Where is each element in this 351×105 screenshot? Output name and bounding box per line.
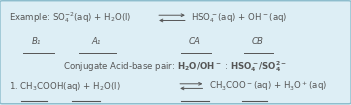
Text: $\mathsf{HSO_4^-}$(aq) + OH$^-$(aq): $\mathsf{HSO_4^-}$(aq) + OH$^-$(aq) — [191, 11, 288, 25]
Text: 1. $\mathsf{CH_3}$COOH(aq) + $\mathsf{H_2}$O(l): 1. $\mathsf{CH_3}$COOH(aq) + $\mathsf{H_… — [9, 80, 120, 93]
Text: Conjugate Acid-base pair: $\bf{H_2O/OH^-}$ : $\bf{HSO_4^-/SO_4^{2-}}$: Conjugate Acid-base pair: $\bf{H_2O/OH^-… — [64, 59, 287, 74]
Text: Example: $\mathsf{SO_4^{-2}}$(aq) + $\mathsf{H_2}$O(l): Example: $\mathsf{SO_4^{-2}}$(aq) + $\ma… — [9, 10, 131, 25]
Text: CA: CA — [189, 37, 201, 47]
Text: CB: CB — [252, 37, 264, 47]
Text: $\mathsf{CH_3COO^-}$(aq) + $\mathsf{H_3O^+}$(aq): $\mathsf{CH_3COO^-}$(aq) + $\mathsf{H_3O… — [209, 79, 327, 93]
Text: B₁: B₁ — [32, 37, 41, 47]
Text: A₁: A₁ — [92, 37, 101, 47]
